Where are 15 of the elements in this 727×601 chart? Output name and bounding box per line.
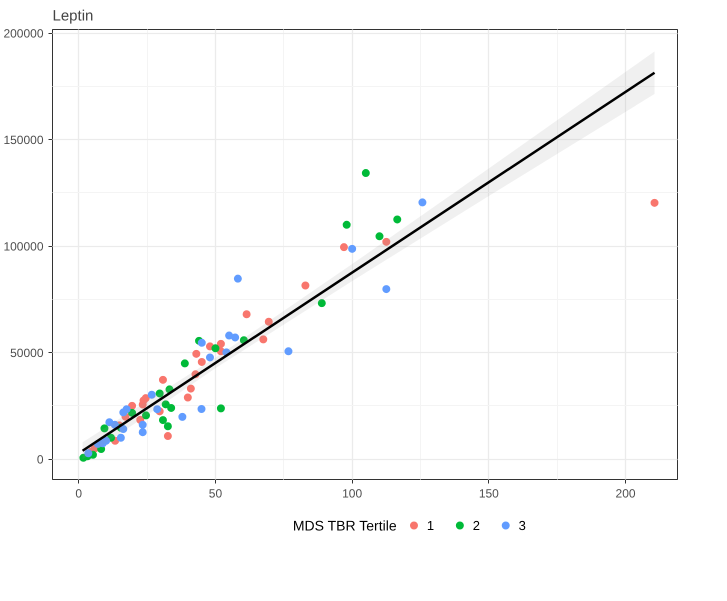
y-tick-label: 100000	[3, 240, 44, 254]
x-tick-label: 200	[616, 486, 636, 500]
y-tick-label: 150000	[3, 133, 44, 148]
legend-label: 1	[426, 518, 434, 533]
chart-title: Leptin	[52, 8, 94, 24]
x-tick-label: 150	[478, 486, 500, 500]
legend-label: 3	[518, 518, 526, 533]
legend-label: 2	[472, 518, 480, 533]
y-tick-label: 50000	[10, 346, 44, 360]
x-tick-label: 100	[342, 486, 362, 500]
x-tick-label: 0	[75, 486, 82, 500]
y-tick-label: 200000	[3, 26, 44, 41]
y-tick-label: 0	[36, 452, 44, 467]
x-tick-label: 50	[208, 486, 222, 500]
legend-title: MDS TBR Tertile	[292, 518, 397, 534]
